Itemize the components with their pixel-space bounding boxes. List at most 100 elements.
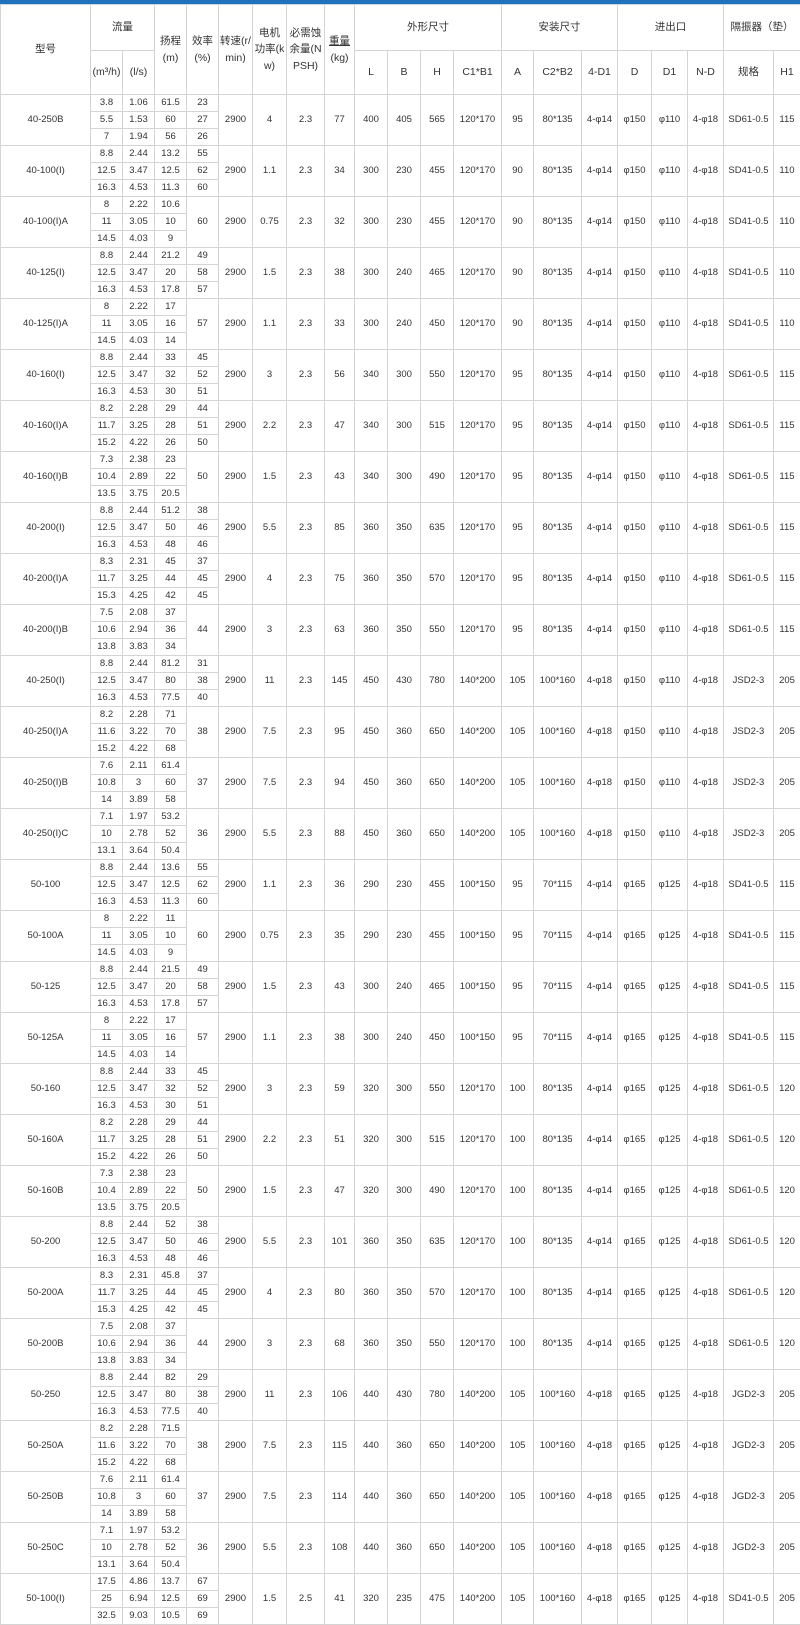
isolator-spec-cell: SD61-0.5 bbox=[724, 452, 774, 503]
dim-h-cell: 455 bbox=[421, 146, 454, 197]
flow-ls-cell: 1.06 bbox=[123, 95, 155, 112]
flow-ls-cell: 2.22 bbox=[123, 1013, 155, 1030]
head-cell: 32 bbox=[155, 367, 187, 384]
dim-b-cell: 350 bbox=[388, 1217, 421, 1268]
install-4d1-cell: 4-φ14 bbox=[582, 146, 618, 197]
install-c2b2-cell: 100*160 bbox=[534, 758, 582, 809]
efficiency-cell: 44 bbox=[187, 401, 219, 418]
efficiency-cell: 57 bbox=[187, 299, 219, 350]
head-cell: 17.8 bbox=[155, 996, 187, 1013]
install-a-cell: 90 bbox=[502, 299, 534, 350]
efficiency-cell: 36 bbox=[187, 809, 219, 860]
flow-ls-cell: 4.53 bbox=[123, 690, 155, 707]
flow-ls-cell: 4.53 bbox=[123, 996, 155, 1013]
head-cell: 29 bbox=[155, 401, 187, 418]
model-cell: 50-200 bbox=[1, 1217, 91, 1268]
isolator-h1-cell: 120 bbox=[774, 1319, 800, 1370]
head-cell: 70 bbox=[155, 1438, 187, 1455]
power-cell: 1.5 bbox=[253, 1574, 287, 1625]
pump-spec-table: 型号 流量 扬程(m) 效率(%) 转速(r/min) 电机功率(kw) 必需蚀… bbox=[0, 4, 800, 1625]
port-nd-cell: 4-φ18 bbox=[688, 809, 724, 860]
dim-l-cell: 340 bbox=[355, 452, 388, 503]
port-nd-cell: 4-φ18 bbox=[688, 1472, 724, 1523]
weight-cell: 38 bbox=[325, 248, 355, 299]
port-nd-cell: 4-φ18 bbox=[688, 1115, 724, 1166]
power-cell: 1.5 bbox=[253, 452, 287, 503]
flow-ls-cell: 4.22 bbox=[123, 741, 155, 758]
npsh-cell: 2.3 bbox=[287, 554, 325, 605]
install-c2b2-cell: 100*160 bbox=[534, 1370, 582, 1421]
dim-b-cell: 350 bbox=[388, 1268, 421, 1319]
port-d1-cell: φ110 bbox=[652, 707, 688, 758]
port-d-cell: φ150 bbox=[618, 758, 652, 809]
flow-ls-cell: 2.11 bbox=[123, 1472, 155, 1489]
head-cell: 10.6 bbox=[155, 197, 187, 214]
flow-ls-cell: 3.05 bbox=[123, 214, 155, 231]
install-a-cell: 95 bbox=[502, 401, 534, 452]
flow-m3h-cell: 15.2 bbox=[91, 1149, 123, 1166]
efficiency-cell: 49 bbox=[187, 248, 219, 265]
install-4d1-cell: 4-φ18 bbox=[582, 758, 618, 809]
efficiency-cell: 44 bbox=[187, 1115, 219, 1132]
install-a-cell: 90 bbox=[502, 146, 534, 197]
head-cell: 50.4 bbox=[155, 843, 187, 860]
head-cell: 80 bbox=[155, 1387, 187, 1404]
flow-m3h-cell: 10.4 bbox=[91, 469, 123, 486]
efficiency-cell: 60 bbox=[187, 894, 219, 911]
flow-m3h-cell: 8.8 bbox=[91, 962, 123, 979]
install-a-cell: 100 bbox=[502, 1115, 534, 1166]
isolator-spec-cell: JSD2-3 bbox=[724, 707, 774, 758]
speed-cell: 2900 bbox=[219, 401, 253, 452]
efficiency-cell: 69 bbox=[187, 1591, 219, 1608]
efficiency-cell: 51 bbox=[187, 384, 219, 401]
port-d1-cell: φ110 bbox=[652, 401, 688, 452]
flow-ls-cell: 3.05 bbox=[123, 928, 155, 945]
isolator-spec-cell: SD41-0.5 bbox=[724, 146, 774, 197]
install-4d1-cell: 4-φ18 bbox=[582, 1421, 618, 1472]
speed-cell: 2900 bbox=[219, 911, 253, 962]
isolator-h1-cell: 205 bbox=[774, 1574, 800, 1625]
power-cell: 4 bbox=[253, 95, 287, 146]
head-cell: 44 bbox=[155, 1285, 187, 1302]
flow-ls-cell: 2.11 bbox=[123, 758, 155, 775]
dim-h-cell: 490 bbox=[421, 452, 454, 503]
model-cell: 40-250(I)B bbox=[1, 758, 91, 809]
npsh-cell: 2.3 bbox=[287, 1421, 325, 1472]
head-cell: 60 bbox=[155, 1489, 187, 1506]
isolator-h1-cell: 110 bbox=[774, 197, 800, 248]
flow-m3h-cell: 8 bbox=[91, 299, 123, 316]
model-cell: 50-250A bbox=[1, 1421, 91, 1472]
isolator-spec-cell: SD61-0.5 bbox=[724, 1319, 774, 1370]
flow-ls-cell: 3.75 bbox=[123, 1200, 155, 1217]
install-4d1-cell: 4-φ14 bbox=[582, 401, 618, 452]
isolator-h1-cell: 115 bbox=[774, 911, 800, 962]
flow-ls-cell: 2.22 bbox=[123, 197, 155, 214]
dim-h-cell: 650 bbox=[421, 1523, 454, 1574]
power-cell: 5.5 bbox=[253, 809, 287, 860]
head-cell: 30 bbox=[155, 384, 187, 401]
col-header-efficiency: 效率(%) bbox=[187, 5, 219, 95]
install-4d1-cell: 4-φ14 bbox=[582, 1319, 618, 1370]
npsh-cell: 2.3 bbox=[287, 146, 325, 197]
dim-c1b1-cell: 120*170 bbox=[454, 1115, 502, 1166]
port-nd-cell: 4-φ18 bbox=[688, 503, 724, 554]
efficiency-cell: 50 bbox=[187, 435, 219, 452]
port-d1-cell: φ125 bbox=[652, 1115, 688, 1166]
flow-m3h-cell: 8.2 bbox=[91, 1421, 123, 1438]
col-header-weight: 重量(kg) bbox=[325, 5, 355, 95]
flow-m3h-cell: 15.3 bbox=[91, 1302, 123, 1319]
port-d1-cell: φ110 bbox=[652, 95, 688, 146]
flow-m3h-cell: 7.1 bbox=[91, 809, 123, 826]
dim-b-cell: 360 bbox=[388, 809, 421, 860]
weight-cell: 51 bbox=[325, 1115, 355, 1166]
flow-m3h-cell: 10.4 bbox=[91, 1183, 123, 1200]
dim-c1b1-cell: 120*170 bbox=[454, 197, 502, 248]
dim-l-cell: 320 bbox=[355, 1064, 388, 1115]
dim-h-cell: 635 bbox=[421, 1217, 454, 1268]
power-cell: 1.1 bbox=[253, 299, 287, 350]
dim-b-cell: 300 bbox=[388, 1166, 421, 1217]
